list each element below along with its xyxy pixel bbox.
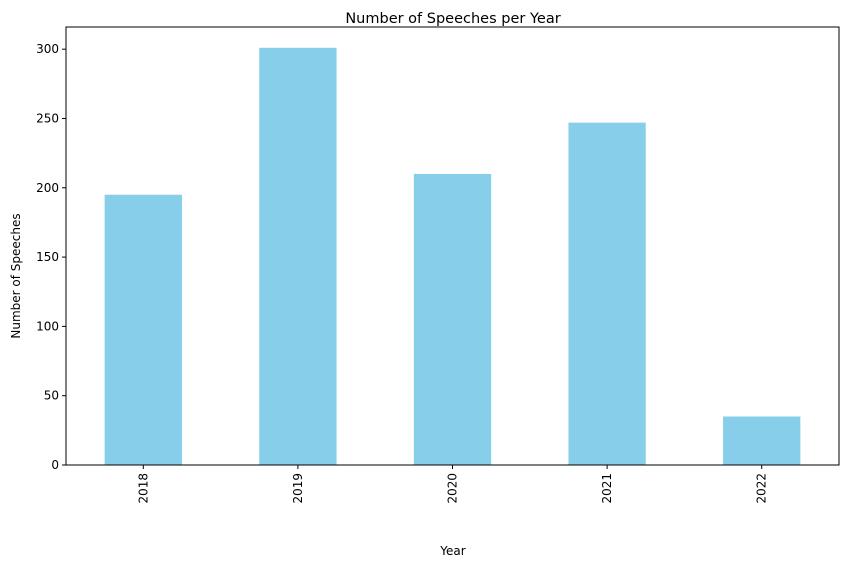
y-tick-label: 100 [36,319,59,333]
y-tick-label: 50 [44,389,59,403]
y-tick-label: 200 [36,181,59,195]
plot-frame [65,26,840,466]
x-tick-label: 2019 [291,473,305,504]
bar-2020 [413,173,492,466]
x-tick-label: 2022 [755,473,769,504]
y-tick-label: 0 [51,458,59,472]
y-tick-label: 150 [36,250,59,264]
bar-2021 [568,122,646,465]
bar-2018 [104,194,182,465]
bar-2022 [723,416,801,465]
x-tick-label: 2020 [446,473,460,504]
y-axis: 0 50 100 150 200 250 300 [36,42,66,472]
x-tick-label: 2018 [136,473,150,504]
bar-2019 [259,47,337,465]
y-tick-label: 250 [36,111,59,125]
plot-area [104,47,801,466]
chart-title: Number of Speeches per Year [345,11,560,27]
x-axis: 2018 2019 2020 2021 2022 [136,465,769,504]
y-axis-title: Number of Speeches [9,213,23,338]
x-tick-label: 2021 [600,473,614,504]
y-tick-label: 300 [36,42,59,56]
x-axis-title: Year [439,544,465,558]
